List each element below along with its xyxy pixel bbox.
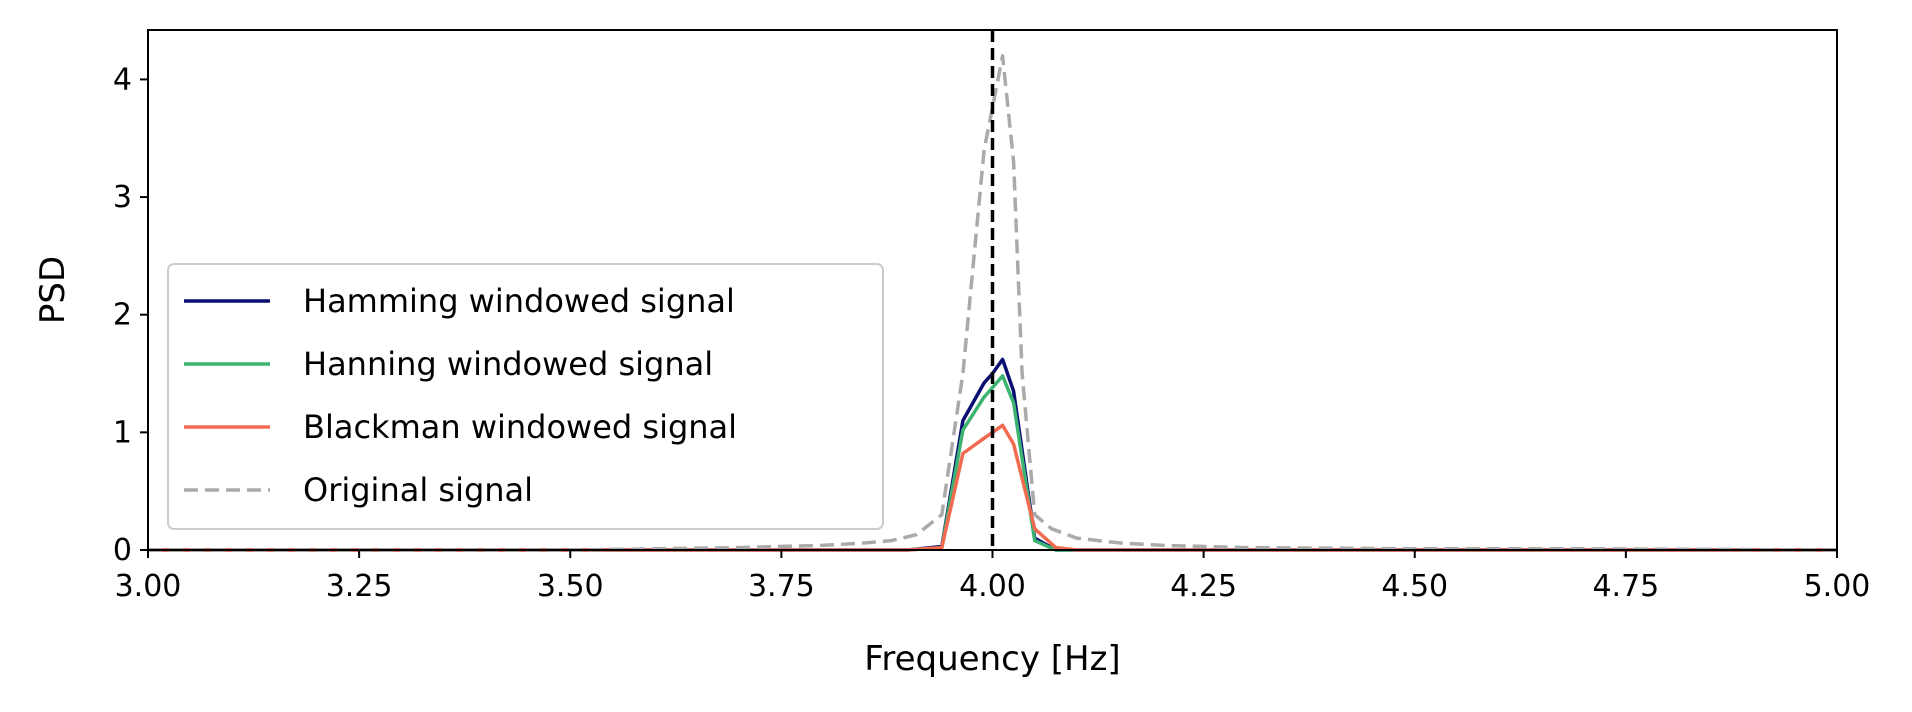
y-tick-label: 1 [113, 415, 132, 450]
y-tick-label: 3 [113, 180, 132, 215]
x-tick-label: 3.75 [748, 569, 815, 604]
x-tick-label: 4.75 [1592, 569, 1659, 604]
legend-label: Hamming windowed signal [303, 282, 735, 320]
y-axis-title: PSD [33, 256, 73, 324]
x-tick-label: 4.50 [1381, 569, 1448, 604]
y-tick-label: 2 [113, 298, 132, 333]
y-tick-label: 4 [113, 62, 132, 97]
x-tick-label: 5.00 [1804, 569, 1871, 604]
x-axis-ticks: 3.00 3.25 3.50 3.75 4.00 4.25 4.50 4.75 5.00 [115, 550, 1871, 604]
x-tick-label: 3.25 [326, 569, 393, 604]
x-tick-label: 3.50 [537, 569, 604, 604]
x-tick-label: 4.00 [959, 569, 1026, 604]
legend: Hamming windowed signal Hanning windowed … [167, 263, 884, 530]
legend-label: Hanning windowed signal [303, 345, 713, 383]
legend-label: Original signal [303, 471, 533, 509]
y-tick-label: 0 [113, 533, 132, 568]
series-line-4 [148, 54, 1838, 552]
x-tick-label: 3.00 [115, 569, 182, 604]
x-tick-label: 4.25 [1170, 569, 1237, 604]
y-axis-ticks: 0 1 2 3 4 [113, 62, 148, 568]
legend-label: Blackman windowed signal [303, 408, 737, 446]
legend-box [167, 263, 884, 530]
x-axis-title: Frequency [Hz] [864, 639, 1120, 679]
